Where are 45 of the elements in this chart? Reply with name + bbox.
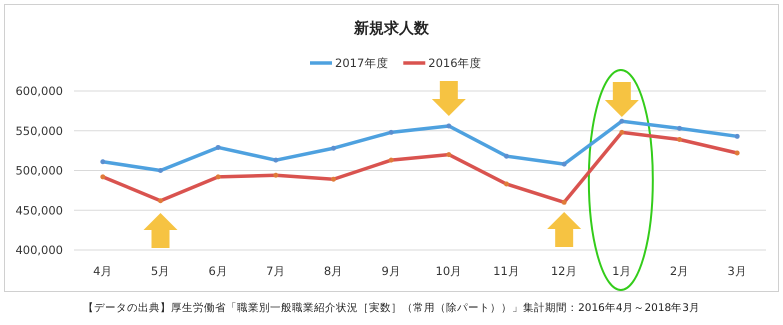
point [100,159,106,164]
point [504,154,509,159]
point [273,172,278,178]
point [619,130,624,135]
x-tick-label: 5月 [150,264,170,278]
point [562,200,567,205]
point [158,198,163,204]
y-tick-label: 600,000 [15,84,63,98]
point [446,152,452,158]
x-tick-label: 4月 [93,264,112,278]
point [158,168,163,173]
point [619,118,624,124]
x-tick-label: 6月 [208,264,228,278]
legend-label: 2016年度 [428,56,482,70]
point [734,134,740,139]
x-tick-label: 12月 [550,264,578,278]
point [677,126,682,131]
point [331,176,336,182]
point [734,150,740,156]
legend-label: 2017年度 [335,56,388,70]
x-tick-label: 1月 [612,264,632,278]
point [216,174,221,180]
x-tick-label: 10月 [436,264,462,278]
y-tick-label: 400,000 [15,243,63,257]
point [677,136,682,142]
chart-title: 新規求人数 [353,19,430,37]
point [446,123,452,128]
y-tick-label: 450,000 [15,203,63,218]
point [100,174,106,180]
x-tick-label: 7月 [266,264,286,278]
x-tick-label: 9月 [382,264,401,278]
point [273,158,278,163]
y-tick-label: 550,000 [15,124,63,138]
point [331,146,336,151]
point [504,182,509,187]
point [562,162,567,167]
point [388,158,394,163]
y-tick-label: 500,000 [15,164,63,178]
x-tick-label: 3月 [728,264,747,278]
x-tick-label: 8月 [324,264,344,278]
text: 【データの出典】厚生労働省「職業別一般職業紹介状況［実数］（常用（除パート））」集計期間：2016年4月～2018年3月 [83,301,700,314]
x-tick-label: 2月 [670,264,690,278]
point [388,130,394,135]
point [216,144,221,150]
x-tick-label: 11月 [493,264,520,278]
